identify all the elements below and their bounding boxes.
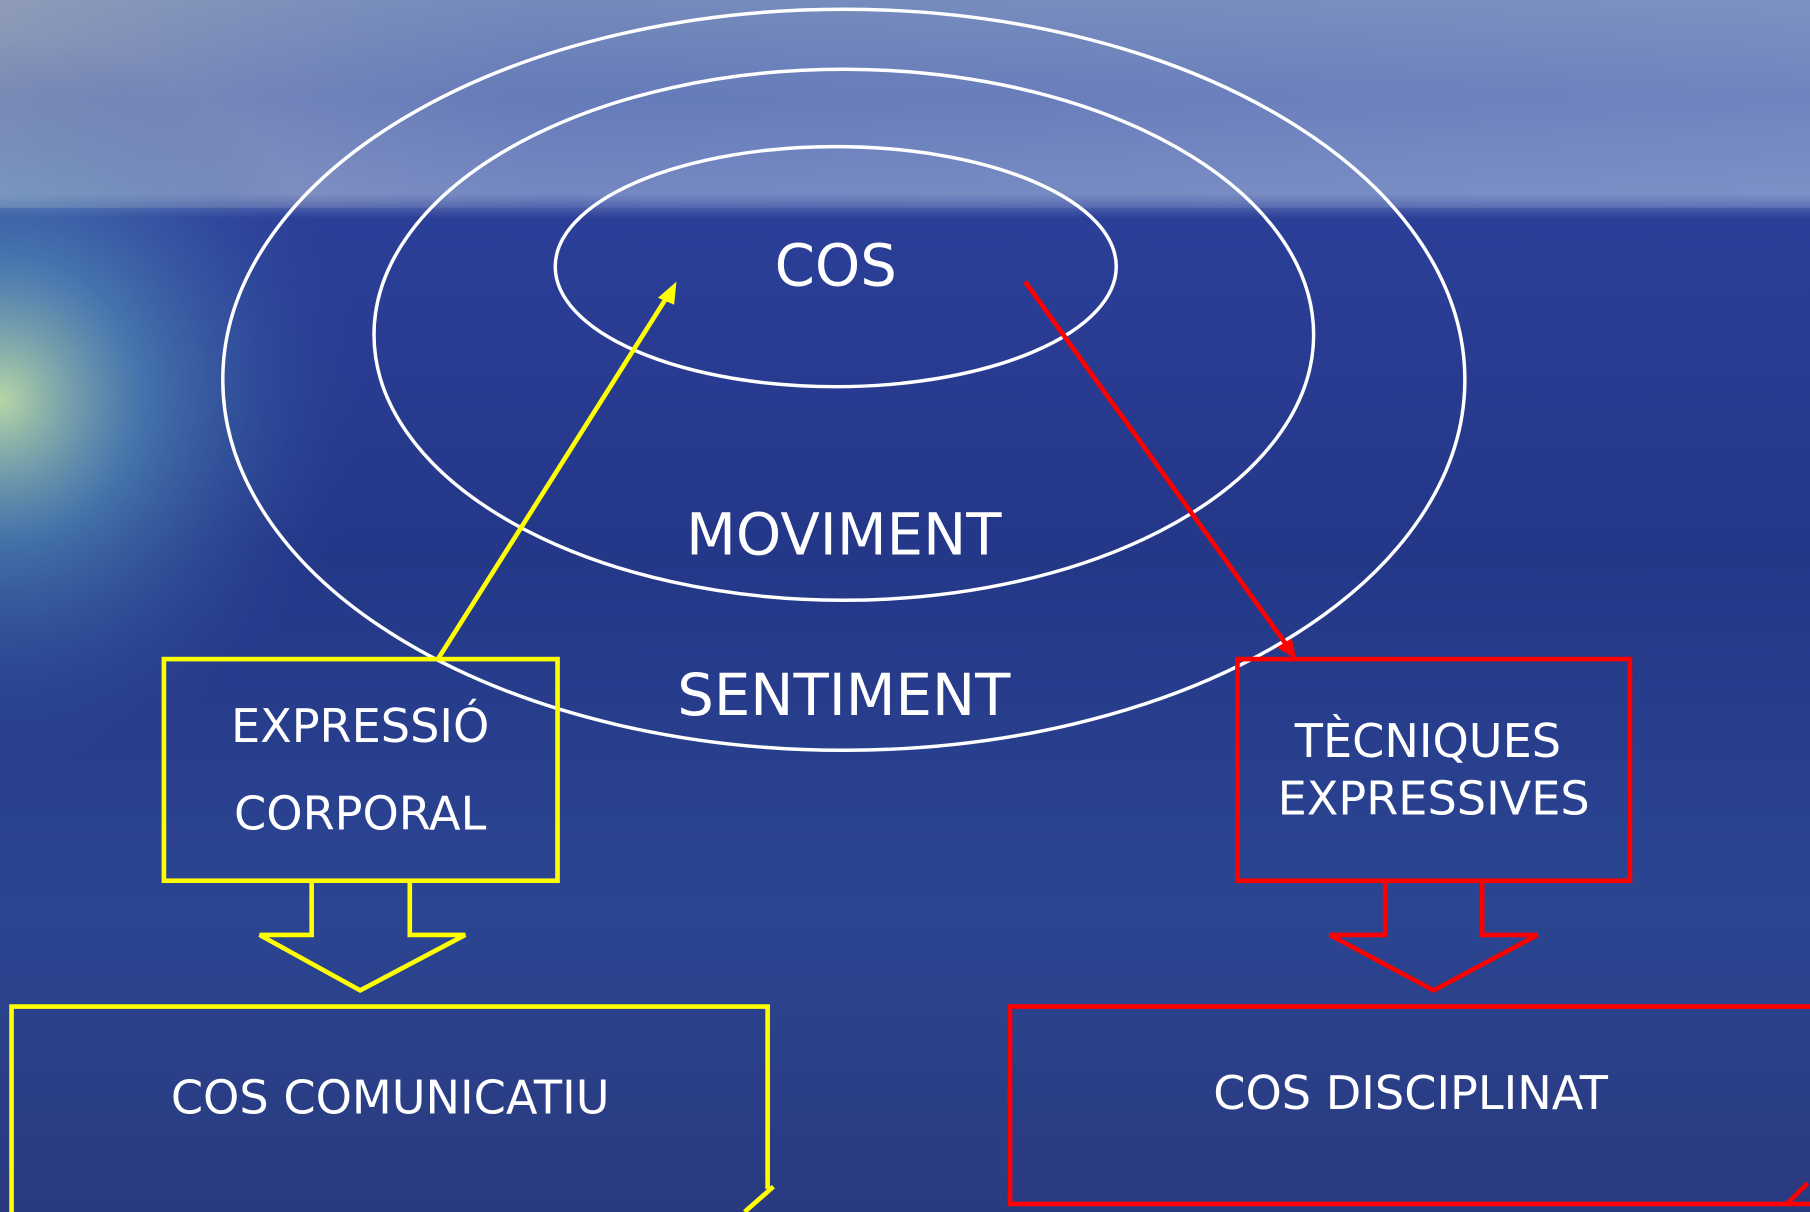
slide: COS MOVIMENT SENTIMENT EXPRESSIÓ CORPORA…: [0, 0, 1810, 1212]
box-line: TÈCNIQUES: [1294, 714, 1561, 768]
result-label: COS COMUNICATIU: [171, 1071, 610, 1125]
box-line: EXPRESSIVES: [1278, 772, 1590, 826]
ring-label: COS: [775, 232, 897, 300]
ring-label: SENTIMENT: [677, 661, 1011, 729]
page: COS MOVIMENT SENTIMENT EXPRESSIÓ CORPORA…: [0, 0, 1810, 1212]
result-label: COS DISCIPLINAT: [1213, 1066, 1609, 1120]
box-line: CORPORAL: [234, 787, 487, 841]
background: [0, 0, 1810, 1212]
box-line: EXPRESSIÓ: [231, 699, 489, 753]
ring-label: MOVIMENT: [686, 501, 1002, 569]
